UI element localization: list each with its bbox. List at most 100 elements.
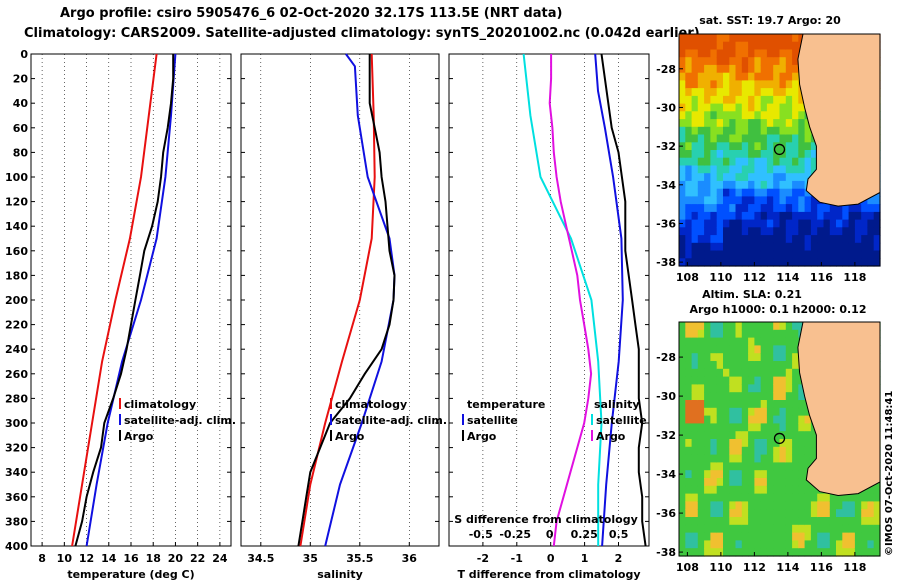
sst_map-cell (741, 227, 749, 236)
sst_map-cell (842, 227, 850, 236)
sla_map-cell (741, 353, 749, 362)
sla_map-cell (748, 384, 755, 393)
sla_map-cell (679, 400, 686, 409)
sst_map-cell (735, 126, 743, 136)
sst_map-cell (861, 227, 869, 236)
sst_map-cell (679, 235, 686, 244)
sst_map-cell (697, 258, 705, 267)
sla_map-cell (679, 415, 686, 424)
sst_map-cell (679, 57, 686, 66)
sla_map-land (797, 321, 881, 497)
sla_map-cell (760, 345, 768, 354)
sst_map-cell (697, 250, 705, 259)
sla_map-cell (773, 462, 781, 471)
sst_map-cell (773, 126, 781, 136)
sla_map-cell (716, 376, 724, 385)
sla_map-cell (779, 392, 787, 401)
sst_map-cell (748, 103, 755, 112)
sst_map-cell (804, 196, 812, 205)
sla_map-cell (691, 493, 699, 502)
sla_map-cell (760, 400, 768, 409)
sst_map-cell (773, 111, 781, 120)
sst_map-cell (710, 173, 718, 182)
sla_map-cell (735, 446, 743, 456)
sla_map-cell (716, 501, 724, 510)
sla_map-cell (785, 540, 793, 549)
sst_map-cell (829, 219, 837, 228)
sla_map-cell (748, 400, 755, 409)
sst_map-cell (754, 211, 762, 221)
sla_map-cell (679, 384, 686, 393)
sla_map-cell (861, 517, 869, 526)
sla_map-cell (704, 485, 711, 495)
difference-xtick-label: -2 (477, 552, 489, 565)
sst_map-xtick-label: 116 (810, 271, 833, 284)
sst_map-cell (779, 180, 787, 190)
sst_map-cell (729, 80, 737, 89)
sst_map-cell (685, 173, 693, 182)
sla_map-cell (804, 517, 812, 526)
sst_map-cell (697, 204, 705, 213)
sst_map-cell (798, 219, 806, 228)
sla_map-cell (804, 548, 812, 557)
sst_map-cell (792, 142, 799, 151)
sst_map-cell (848, 219, 856, 228)
sst_map-cell (691, 219, 699, 228)
sst_map-cell (766, 34, 774, 43)
sla_map-cell (836, 517, 843, 526)
sla_map-cell (735, 485, 743, 495)
sla_map-cell (685, 376, 693, 385)
sla_map-cell (798, 384, 806, 393)
sst_map-cell (679, 49, 686, 58)
sst_map-cell (766, 157, 774, 166)
sst_map-cell (710, 188, 718, 197)
sst_map-cell (729, 126, 737, 136)
sla_map-cell (760, 478, 768, 487)
sst_map-cell (779, 173, 787, 182)
sla_map-cell (760, 548, 768, 557)
difference-xlabel: T difference from climatology (457, 568, 640, 580)
sst_map-cell (804, 150, 812, 159)
sla_map-cell (723, 322, 730, 331)
sst_map-cell (785, 57, 793, 66)
sst_map-cell (754, 235, 762, 244)
sst_map-cell (785, 180, 793, 190)
difference-legend-right-swatch (591, 430, 593, 441)
sla_map-cell (697, 329, 705, 339)
temperature-xtick-label: 14 (101, 552, 117, 565)
sla_map-cell (710, 329, 718, 339)
sst_map-cell (729, 34, 737, 43)
sla_map-cell (804, 454, 812, 463)
sst_map-cell (773, 41, 781, 50)
sla_map-cell (748, 462, 755, 471)
sst_map-cell (842, 211, 850, 221)
sst_map-cell (867, 219, 875, 228)
sla_map-cell (735, 361, 743, 370)
sst_map-cell (817, 242, 825, 252)
sst_map-cell (748, 196, 755, 205)
sla_map-cell (867, 532, 875, 541)
sla_map-cell (704, 361, 711, 370)
sst_map-cell (804, 142, 812, 151)
sla_map-cell (766, 470, 774, 479)
sla_map-cell (817, 540, 825, 549)
sst_map-cell (804, 219, 812, 228)
sla_map-cell (704, 368, 711, 378)
sla_map-cell (685, 400, 693, 409)
sst_map-cell (723, 49, 730, 58)
sst_map-cell (854, 211, 862, 221)
depth-tick-label: 220 (5, 319, 28, 332)
sla_map-cell (773, 524, 781, 534)
temperature-legend-label: Argo (124, 430, 154, 443)
sla_map-cell (741, 470, 749, 479)
sst_map-cell (741, 57, 749, 66)
temperature-frame (30, 53, 232, 547)
sla_map-cell (697, 478, 705, 487)
sst_map-cell (735, 196, 743, 205)
sst_map-cell (867, 242, 875, 252)
sst_map-cell (779, 126, 787, 136)
sst_map-cell (691, 235, 699, 244)
sla_map-cell (836, 532, 843, 541)
sla_map-cell (716, 400, 724, 409)
sla_map-cell (723, 368, 730, 378)
